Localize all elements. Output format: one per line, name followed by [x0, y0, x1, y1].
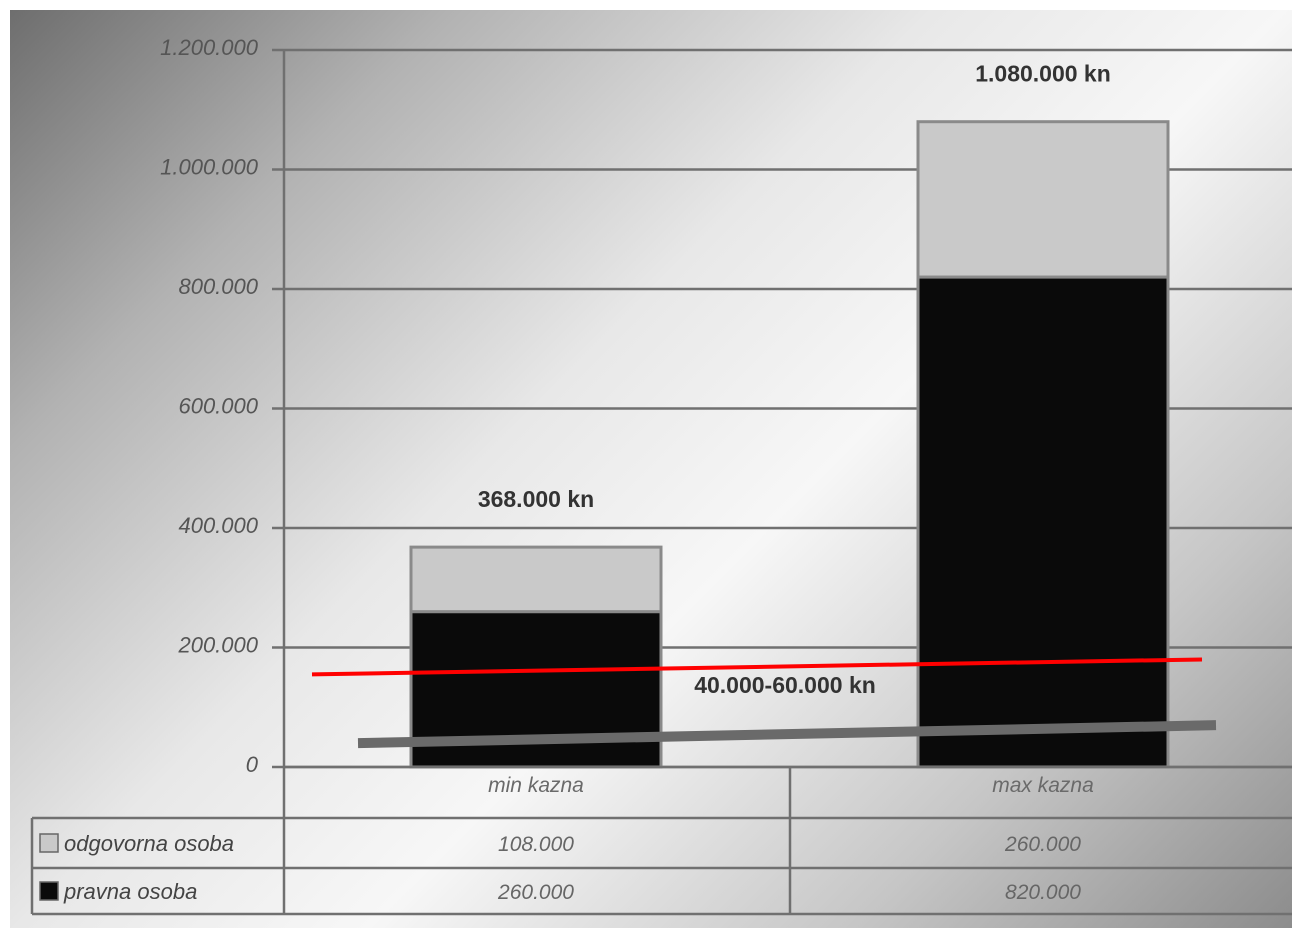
x-category-label: max kazna: [992, 774, 1094, 797]
table-cell: 108.000: [498, 833, 574, 856]
table-cell: 260.000: [497, 881, 574, 904]
bar-odgovorna-osoba-1: [916, 120, 1170, 279]
x-category-label: min kazna: [488, 774, 584, 797]
annotations: 40.000-60.000 kn: [311, 657, 1217, 749]
table-cell: 260.000: [1004, 833, 1081, 856]
legend-swatch: [39, 833, 59, 853]
data-table: min kazna max kazna odgovorna osoba 108.000…: [30, 765, 1292, 916]
total-label: 368.000 kn: [478, 486, 594, 512]
y-tick-label: 800.000: [178, 274, 258, 299]
gray-annotation-line: [357, 720, 1217, 749]
y-tick-label: 200.000: [177, 633, 258, 658]
y-tick-label: 400.000: [178, 513, 258, 538]
legend-label: pravna osoba: [63, 879, 197, 904]
y-tick-labels: 0 200.000 400.000 600.000 800.000 1.000.000 1.…: [160, 35, 259, 777]
range-annotation-label: 40.000-60.000 kn: [694, 672, 876, 698]
y-tick-label: 600.000: [178, 394, 258, 419]
legend-label: odgovorna osoba: [64, 831, 234, 856]
y-tick-label: 1.200.000: [160, 35, 259, 60]
total-labels: 368.000 kn 1.080.000 kn: [478, 61, 1111, 512]
bar-pravna-osoba-1: [916, 275, 1170, 769]
red-annotation-line: [311, 657, 1203, 677]
y-tick-label: 1.000.000: [160, 155, 259, 180]
bar-odgovorna-osoba-0: [409, 545, 663, 614]
y-tick-label: 0: [246, 752, 259, 777]
legend-swatch: [39, 881, 59, 901]
table-cell: 820.000: [1005, 881, 1081, 904]
total-label: 1.080.000 kn: [975, 61, 1111, 87]
